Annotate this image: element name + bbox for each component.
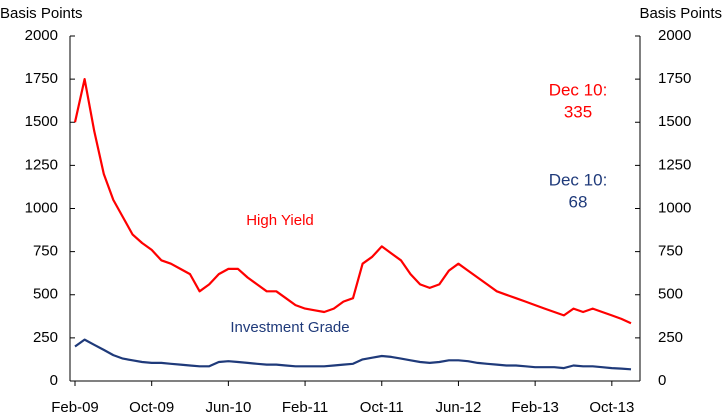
annotation: 335 xyxy=(564,102,592,121)
x-tick-label: Feb-11 xyxy=(282,399,328,416)
series-label: High Yield xyxy=(246,212,314,229)
y-axis-label: Basis Points xyxy=(0,5,83,22)
x-tick-label: Feb-09 xyxy=(51,399,99,416)
y-tick-label: 2000 xyxy=(25,27,58,44)
x-tick-label: Feb-13 xyxy=(511,399,559,416)
y-tick-label: 1250 xyxy=(25,156,58,173)
y2-tick-label: 1000 xyxy=(658,199,691,216)
y2-tick-label: 250 xyxy=(658,329,683,346)
y-tick-label: 1750 xyxy=(25,70,58,87)
series-line xyxy=(73,78,632,325)
y2-tick-label: 1500 xyxy=(658,113,691,130)
annotation: Dec 10: xyxy=(549,80,608,99)
y2-tick-label: 750 xyxy=(658,243,683,260)
annotation: Dec 10: xyxy=(549,170,608,189)
x-tick-label: Jun-12 xyxy=(436,399,482,416)
x-tick-label: Oct-11 xyxy=(360,399,404,416)
y2-tick-label: 500 xyxy=(658,286,683,303)
series-label: Investment Grade xyxy=(230,319,349,336)
x-tick-label: Oct-13 xyxy=(589,399,634,416)
y2-axis-label: Basis Points xyxy=(639,5,722,22)
y-tick-label: 500 xyxy=(33,286,58,303)
y-tick-label: 1500 xyxy=(25,113,58,130)
y-tick-label: 250 xyxy=(33,329,58,346)
y-tick-label: 1000 xyxy=(25,199,58,216)
y2-tick-label: 1750 xyxy=(658,70,691,87)
x-tick-label: Oct-09 xyxy=(129,399,174,416)
y-tick-label: 0 xyxy=(50,372,58,389)
y-tick-label: 750 xyxy=(33,243,58,260)
y2-tick-label: 0 xyxy=(658,372,666,389)
y2-tick-label: 2000 xyxy=(658,27,691,44)
x-tick-label: Jun-10 xyxy=(205,399,251,416)
series-line xyxy=(74,338,632,371)
annotation: 68 xyxy=(569,192,588,211)
y2-tick-label: 1250 xyxy=(658,156,691,173)
